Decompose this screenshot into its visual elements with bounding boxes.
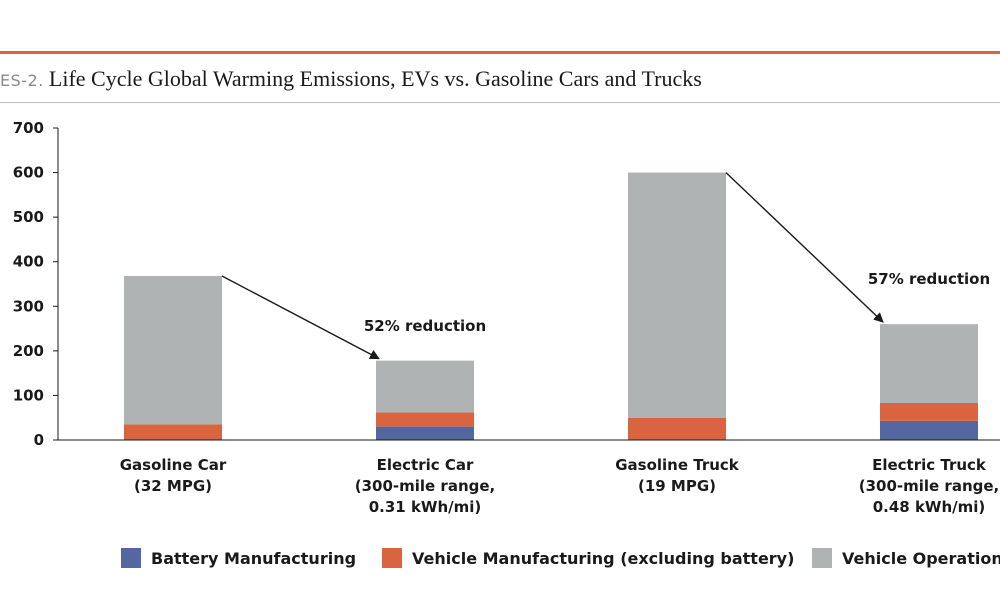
bar-segment xyxy=(628,172,726,418)
y-tick-label: 500 xyxy=(13,208,44,226)
x-category-label: (32 MPG) xyxy=(134,477,212,495)
x-category-label: (19 MPG) xyxy=(638,477,716,495)
y-tick-label: 700 xyxy=(13,119,44,137)
y-tick-label: 400 xyxy=(13,253,44,271)
bar-segment xyxy=(376,360,474,413)
reduction-arrow xyxy=(221,275,380,360)
legend-label-vehicle-operation: Vehicle Operation xyxy=(842,548,1000,568)
x-category-label: Gasoline Car xyxy=(120,456,227,474)
legend-item-vehicle-operation: Vehicle Operation xyxy=(812,545,1000,571)
reduction-label: 57% reduction xyxy=(868,270,990,288)
bar-segment xyxy=(628,417,726,440)
x-category-label: 0.48 kWh/mi) xyxy=(873,498,986,516)
title-divider xyxy=(0,102,1000,103)
x-category-label: Electric Truck xyxy=(872,456,987,474)
reduction-label: 52% reduction xyxy=(364,317,486,335)
legend-label-vehicle-manufacturing: Vehicle Manufacturing (excluding battery… xyxy=(412,548,795,568)
legend-swatch-vehicle-manufacturing xyxy=(382,548,402,568)
legend-item-vehicle-manufacturing: Vehicle Manufacturing (excluding battery… xyxy=(382,545,794,571)
legend-item-battery: Battery Manufacturing xyxy=(121,545,356,571)
y-tick-label: 600 xyxy=(13,164,44,182)
legend-label-battery: Battery Manufacturing xyxy=(151,548,357,568)
figure-number: ES-2. xyxy=(0,71,44,90)
x-category-label: (300-mile range, xyxy=(355,477,496,495)
x-category-label: 0.31 kWh/mi) xyxy=(369,498,482,516)
reduction-arrow xyxy=(725,172,884,323)
y-tick-label: 100 xyxy=(13,386,44,404)
y-tick-label: 0 xyxy=(34,431,44,449)
x-category-label: Gasoline Truck xyxy=(615,456,740,474)
chart-legend: Battery Manufacturing Vehicle Manufactur… xyxy=(0,545,1000,571)
x-category-label: Electric Car xyxy=(377,456,474,474)
figure-title-row: ES-2. Life Cycle Global Warming Emission… xyxy=(0,66,1000,96)
bar-segment xyxy=(124,424,222,440)
bar-segment xyxy=(880,420,978,440)
y-tick-label: 200 xyxy=(13,342,44,360)
x-category-label: (300-mile range, xyxy=(859,477,1000,495)
bar-segment xyxy=(124,275,222,425)
bar-segment xyxy=(376,412,474,427)
bar-segment xyxy=(376,426,474,440)
top-accent-rule xyxy=(0,51,1000,54)
legend-swatch-vehicle-operation xyxy=(812,548,832,568)
y-tick-label: 300 xyxy=(13,297,44,315)
bar-segment xyxy=(880,324,978,404)
bar-segment xyxy=(880,403,978,421)
legend-swatch-battery xyxy=(121,548,141,568)
figure-title: Life Cycle Global Warming Emissions, EVs… xyxy=(48,66,702,91)
